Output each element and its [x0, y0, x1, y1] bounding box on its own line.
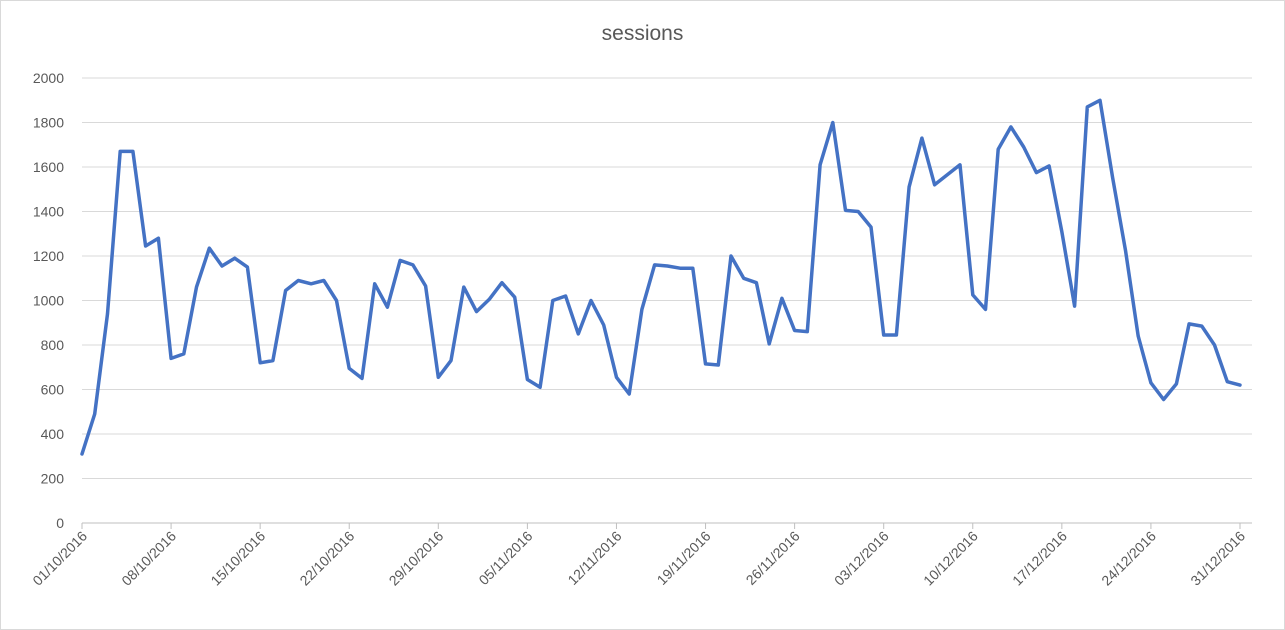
y-tick-label: 600	[41, 382, 65, 398]
series-layer	[80, 98, 1242, 456]
x-tick-label: 15/10/2016	[207, 528, 268, 589]
y-tick-label: 1600	[33, 159, 64, 175]
y-tick-label: 400	[41, 426, 65, 442]
y-tick-label: 1200	[33, 248, 64, 264]
axes	[81, 522, 1252, 529]
x-tick-label: 17/12/2016	[1009, 528, 1070, 589]
x-tick-label: 26/11/2016	[743, 528, 803, 588]
x-tick-label: 05/11/2016	[475, 528, 535, 588]
x-axis-tick-labels: 01/10/2016 08/10/2016 15/10/2016 22/10/2016…	[29, 528, 1248, 589]
y-axis-tick-labels: 0 200 400 600 800 1000 1200 1400 1600 1800 2000	[33, 70, 64, 531]
y-tick-label: 800	[41, 337, 65, 353]
y-tick-label: 200	[41, 471, 65, 487]
x-tick-label: 08/10/2016	[118, 528, 179, 589]
x-tick-label: 12/11/2016	[564, 528, 624, 588]
x-tick-label: 29/10/2016	[386, 528, 447, 589]
series-line-sessions	[80, 98, 1242, 456]
x-tick-label: 01/10/2016	[29, 528, 90, 589]
y-tick-label: 2000	[33, 70, 64, 86]
x-tick-label: 22/10/2016	[296, 528, 357, 589]
y-tick-label: 1000	[33, 293, 64, 309]
x-tick-label: 03/12/2016	[831, 528, 892, 589]
y-tick-label: 0	[56, 515, 64, 531]
chart-title: sessions	[601, 22, 684, 45]
x-tick-label: 10/12/2016	[920, 528, 981, 589]
y-tick-label: 1400	[33, 204, 64, 220]
x-tick-label: 19/11/2016	[654, 528, 714, 588]
y-tick-label: 1800	[33, 115, 64, 131]
x-tick-label: 31/12/2016	[1187, 528, 1248, 589]
x-tick-label: 24/12/2016	[1098, 528, 1159, 589]
